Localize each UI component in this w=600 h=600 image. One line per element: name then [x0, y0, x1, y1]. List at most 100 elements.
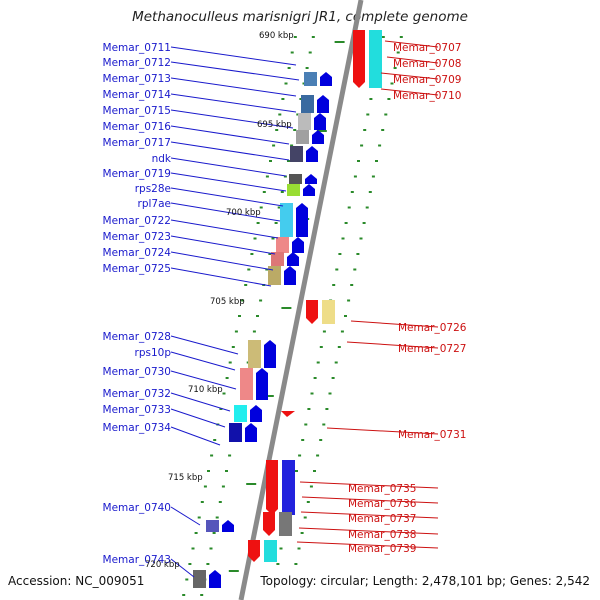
guide-dot [387, 98, 391, 100]
forward-arrow[interactable] [284, 266, 296, 285]
right-gene-label[interactable]: Memar_0710 [393, 90, 461, 102]
right-gene-label[interactable]: Memar_0707 [393, 42, 461, 54]
guide-dot [287, 160, 290, 162]
right-gene-label[interactable]: Memar_0738 [348, 529, 416, 541]
left-gene-label[interactable]: Memar_0733 [103, 404, 171, 416]
reverse-arrow[interactable] [248, 540, 260, 562]
right-gene-label[interactable]: Memar_0727 [398, 343, 466, 355]
left-gene-label[interactable]: rps10p [135, 347, 172, 359]
left-gene-label[interactable]: Memar_0734 [103, 422, 172, 434]
right-leader-line [380, 72, 439, 80]
forward-arrow[interactable] [305, 174, 317, 184]
left-gene-block[interactable] [289, 174, 302, 184]
left-gene-label[interactable]: Memar_0714 [103, 89, 172, 101]
left-gene-label[interactable]: Memar_0717 [103, 137, 171, 149]
forward-arrow[interactable] [209, 570, 221, 588]
left-gene-block[interactable] [193, 570, 206, 588]
reverse-arrow[interactable] [266, 460, 278, 515]
forward-arrow[interactable] [287, 252, 299, 266]
left-gene-block[interactable] [296, 130, 309, 144]
left-gene-label[interactable]: Memar_0723 [103, 231, 171, 243]
reverse-arrow[interactable] [281, 411, 295, 417]
forward-arrow[interactable] [312, 130, 324, 144]
left-gene-block[interactable] [240, 368, 253, 400]
right-gene-label[interactable]: Memar_0736 [348, 498, 417, 510]
left-gene-label[interactable]: Memar_0724 [103, 247, 172, 259]
left-leader-line [170, 125, 290, 145]
right-gene-block[interactable] [369, 30, 382, 88]
right-gene-label[interactable]: Memar_0709 [393, 74, 461, 86]
left-gene-block[interactable] [301, 95, 314, 113]
left-gene-label[interactable]: Memar_0716 [103, 121, 172, 133]
left-leader-line [170, 109, 294, 129]
left-gene-block[interactable] [290, 146, 303, 162]
left-gene-label[interactable]: Memar_0719 [103, 168, 171, 180]
right-gene-label[interactable]: Memar_0726 [398, 322, 467, 334]
left-gene-label[interactable]: ndk [152, 153, 172, 165]
forward-arrow[interactable] [222, 520, 234, 532]
forward-arrow[interactable] [317, 95, 329, 113]
forward-arrow[interactable] [314, 113, 326, 130]
left-gene-label[interactable]: Memar_0740 [103, 502, 171, 514]
reverse-arrow[interactable] [263, 512, 275, 536]
forward-arrow[interactable] [264, 340, 276, 368]
forward-arrow[interactable] [296, 203, 308, 237]
left-gene-label[interactable]: Memar_0712 [103, 57, 171, 69]
right-gene-block[interactable] [264, 540, 277, 562]
left-gene-block[interactable] [248, 340, 261, 368]
reverse-arrow[interactable] [353, 30, 365, 88]
forward-arrow[interactable] [306, 146, 318, 162]
backbone-line [238, 0, 364, 600]
left-gene-label[interactable]: Memar_0715 [103, 105, 171, 117]
guide-dot [347, 206, 351, 209]
forward-arrow[interactable] [320, 72, 332, 86]
left-gene-label[interactable]: Memar_0713 [103, 73, 171, 85]
gene-features [193, 30, 382, 588]
right-gene-block[interactable] [279, 512, 292, 536]
left-gene-label[interactable]: Memar_0725 [103, 263, 171, 275]
left-leader-line [170, 558, 195, 578]
forward-arrow[interactable] [245, 423, 257, 442]
right-gene-block[interactable] [322, 300, 335, 324]
left-gene-block[interactable] [268, 266, 281, 285]
guide-dot [259, 206, 263, 209]
left-gene-block[interactable] [271, 252, 284, 266]
left-gene-block[interactable] [287, 184, 300, 196]
left-gene-label[interactable]: Memar_0722 [103, 215, 171, 227]
left-gene-label[interactable]: rps28e [135, 183, 171, 195]
left-gene-label[interactable]: Memar_0711 [103, 42, 171, 54]
right-gene-label[interactable]: Memar_0731 [398, 429, 466, 441]
left-gene-label[interactable]: Memar_0730 [103, 366, 171, 378]
guide-dot [334, 361, 338, 364]
left-gene-block[interactable] [206, 520, 219, 532]
left-gene-label[interactable]: Memar_0728 [103, 331, 171, 343]
right-gene-block[interactable] [282, 460, 295, 515]
left-gene-label[interactable]: Memar_0743 [103, 554, 171, 566]
left-gene-label[interactable]: Memar_0732 [103, 388, 171, 400]
right-gene-label[interactable]: Memar_0739 [348, 543, 416, 555]
guide-dot [363, 129, 367, 131]
right-leader-line [384, 40, 439, 48]
right-gene-label[interactable]: Memar_0708 [393, 58, 461, 70]
forward-arrow[interactable] [303, 184, 315, 196]
reverse-arrow[interactable] [306, 300, 318, 324]
guide-dot [210, 454, 214, 457]
left-gene-block[interactable] [234, 405, 247, 422]
left-gene-block[interactable] [280, 203, 293, 237]
left-leader-line [170, 408, 226, 428]
right-leader-line [350, 320, 439, 328]
left-gene-block[interactable] [298, 113, 311, 130]
forward-arrow[interactable] [250, 405, 262, 422]
forward-arrow[interactable] [292, 237, 304, 253]
right-gene-label[interactable]: Memar_0737 [348, 513, 416, 525]
guide-dot [259, 299, 263, 302]
left-gene-block[interactable] [276, 237, 289, 253]
left-gene-label[interactable]: rpl7ae [138, 198, 171, 210]
left-gene-block[interactable] [229, 423, 242, 442]
forward-arrow[interactable] [256, 368, 268, 400]
gene-labels[interactable]: Memar_0711 Memar_0712 Memar_0713 Memar_0714… [103, 42, 467, 566]
left-gene-block[interactable] [304, 72, 317, 86]
guide-dot [218, 501, 222, 503]
guide-dot [238, 315, 241, 317]
right-gene-label[interactable]: Memar_0735 [348, 483, 416, 495]
